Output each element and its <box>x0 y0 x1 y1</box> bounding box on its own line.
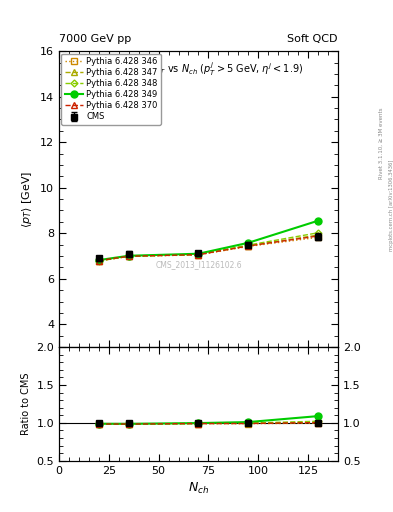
Pythia 6.428 346 <box>246 243 251 249</box>
Line: Pythia 6.428 370: Pythia 6.428 370 <box>96 233 321 263</box>
Line: Pythia 6.428 348: Pythia 6.428 348 <box>96 230 320 263</box>
Pythia 6.428 349 <box>196 251 201 257</box>
Text: Average jet $p_T$ vs $N_{ch}$ ($p_T^j$$>$5 GeV, $\eta^j$$<$1.9): Average jet $p_T$ vs $N_{ch}$ ($p_T^j$$>… <box>94 60 303 78</box>
Pythia 6.428 346 <box>196 252 201 258</box>
Pythia 6.428 370 <box>196 251 201 258</box>
Pythia 6.428 349 <box>96 257 101 263</box>
Text: 7000 GeV pp: 7000 GeV pp <box>59 33 131 44</box>
Text: mcplots.cern.ch [arXiv:1306.3436]: mcplots.cern.ch [arXiv:1306.3436] <box>389 159 393 250</box>
Y-axis label: Ratio to CMS: Ratio to CMS <box>21 373 31 435</box>
Pythia 6.428 347 <box>196 251 201 258</box>
Pythia 6.428 349 <box>316 218 320 224</box>
Line: Pythia 6.428 349: Pythia 6.428 349 <box>95 217 321 264</box>
Pythia 6.428 346 <box>316 234 320 241</box>
Pythia 6.428 348 <box>196 251 201 258</box>
Legend: Pythia 6.428 346, Pythia 6.428 347, Pythia 6.428 348, Pythia 6.428 349, Pythia 6: Pythia 6.428 346, Pythia 6.428 347, Pyth… <box>61 54 161 125</box>
Pythia 6.428 348 <box>246 242 251 248</box>
Text: CMS_2013_I1126102.6: CMS_2013_I1126102.6 <box>155 260 242 269</box>
Pythia 6.428 370 <box>316 233 320 239</box>
Pythia 6.428 347 <box>246 243 251 249</box>
Text: Soft QCD: Soft QCD <box>288 33 338 44</box>
Pythia 6.428 349 <box>246 240 251 246</box>
Pythia 6.428 348 <box>96 258 101 264</box>
Pythia 6.428 370 <box>96 258 101 264</box>
Pythia 6.428 348 <box>127 253 131 259</box>
Pythia 6.428 349 <box>127 253 131 259</box>
Pythia 6.428 348 <box>316 230 320 236</box>
Line: Pythia 6.428 346: Pythia 6.428 346 <box>96 234 321 264</box>
Pythia 6.428 346 <box>127 253 131 260</box>
Pythia 6.428 346 <box>96 258 101 264</box>
Text: Rivet 3.1.10, ≥ 3M events: Rivet 3.1.10, ≥ 3M events <box>379 108 384 179</box>
Pythia 6.428 347 <box>127 253 131 259</box>
Line: Pythia 6.428 347: Pythia 6.428 347 <box>96 232 321 264</box>
X-axis label: $N_{ch}$: $N_{ch}$ <box>188 481 209 496</box>
Pythia 6.428 370 <box>127 253 131 259</box>
Pythia 6.428 347 <box>316 232 320 238</box>
Pythia 6.428 347 <box>96 258 101 264</box>
Y-axis label: $\langle p_T \rangle$ [GeV]: $\langle p_T \rangle$ [GeV] <box>20 170 35 228</box>
Pythia 6.428 370 <box>246 243 251 249</box>
